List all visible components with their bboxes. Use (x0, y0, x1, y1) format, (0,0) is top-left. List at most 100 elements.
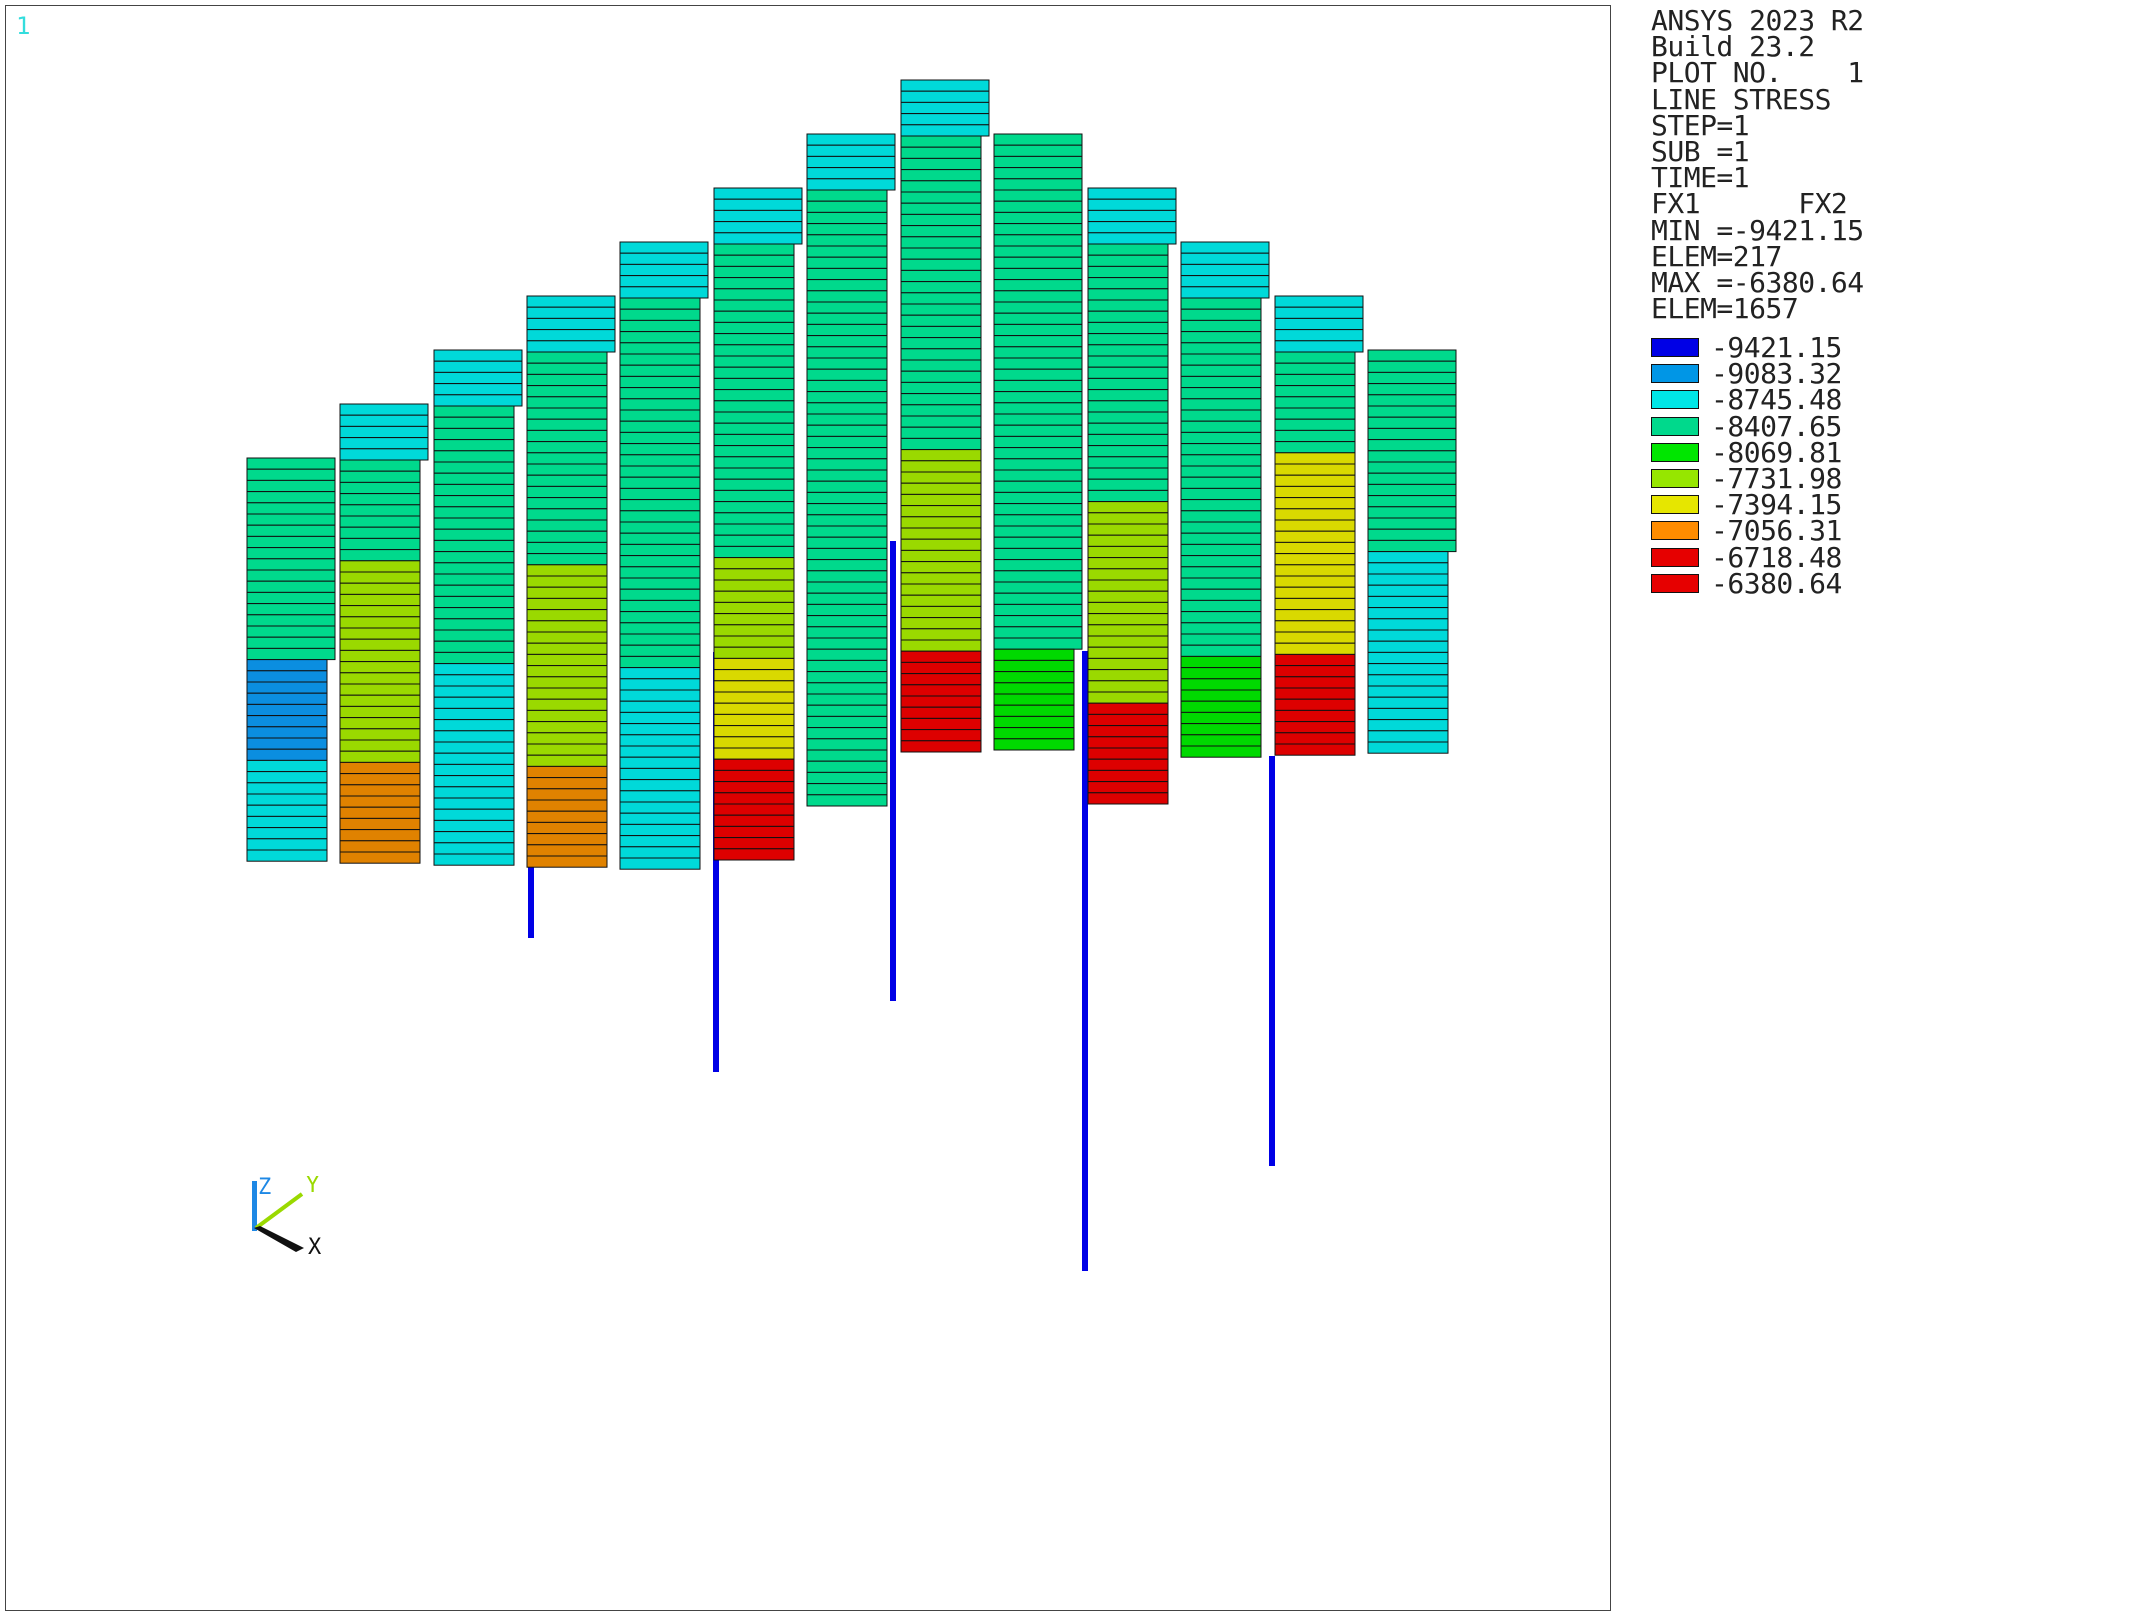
line-element[interactable] (619, 756, 701, 769)
line-element[interactable] (713, 624, 795, 637)
line-element[interactable] (1180, 353, 1262, 366)
line-element[interactable] (1087, 792, 1169, 805)
line-element[interactable] (900, 393, 982, 406)
line-element[interactable] (806, 402, 888, 415)
line-element[interactable] (339, 616, 421, 629)
line-element[interactable] (900, 628, 982, 641)
beam-column[interactable] (246, 457, 336, 862)
line-element[interactable] (339, 728, 421, 741)
line-element[interactable] (526, 833, 608, 846)
line-element[interactable] (1087, 545, 1169, 559)
line-element[interactable] (900, 639, 982, 652)
line-element[interactable] (1274, 709, 1356, 723)
line-element[interactable] (900, 583, 982, 596)
line-element[interactable] (713, 288, 795, 301)
line-element[interactable] (713, 400, 795, 413)
line-element[interactable] (339, 817, 421, 831)
line-element[interactable] (246, 681, 328, 694)
line-element[interactable] (806, 312, 888, 325)
beam-column[interactable] (1180, 241, 1270, 758)
line-element[interactable] (806, 469, 888, 482)
line-element[interactable] (1274, 429, 1356, 443)
line-element[interactable] (1180, 678, 1262, 691)
line-element[interactable] (339, 773, 421, 786)
line-element[interactable] (1274, 329, 1364, 342)
line-element[interactable] (900, 258, 982, 271)
line-element[interactable] (806, 581, 888, 594)
line-element[interactable] (900, 135, 982, 148)
line-element[interactable] (1274, 407, 1356, 420)
line-element[interactable] (993, 648, 1075, 661)
line-element[interactable] (993, 189, 1083, 202)
line-element[interactable] (900, 605, 982, 619)
line-element[interactable] (339, 493, 421, 506)
line-element[interactable] (900, 247, 982, 260)
line-element[interactable] (900, 617, 982, 630)
line-element[interactable] (526, 474, 608, 487)
line-element[interactable] (1180, 723, 1262, 736)
line-element[interactable] (433, 730, 515, 743)
line-element[interactable] (526, 295, 616, 308)
line-element[interactable] (339, 537, 421, 551)
line-element[interactable] (339, 795, 421, 808)
line-element[interactable] (713, 209, 803, 223)
line-element[interactable] (900, 426, 982, 439)
line-element[interactable] (246, 815, 328, 829)
line-element[interactable] (806, 503, 888, 516)
line-element[interactable] (619, 342, 701, 355)
line-element[interactable] (1274, 597, 1356, 611)
line-element[interactable] (339, 448, 429, 461)
line-element[interactable] (526, 642, 608, 655)
line-element[interactable] (619, 510, 701, 523)
line-element[interactable] (339, 683, 421, 696)
line-element[interactable] (619, 846, 701, 859)
line-element[interactable] (713, 445, 795, 458)
line-element[interactable] (713, 512, 795, 525)
line-element[interactable] (1367, 640, 1449, 653)
line-element[interactable] (806, 267, 888, 281)
line-element[interactable] (1180, 387, 1262, 400)
line-element[interactable] (526, 575, 608, 588)
line-element[interactable] (619, 286, 709, 299)
line-element[interactable] (526, 799, 608, 812)
line-element[interactable] (619, 319, 701, 333)
line-element[interactable] (806, 357, 888, 370)
line-element[interactable] (1180, 364, 1262, 377)
line-element[interactable] (1180, 566, 1262, 579)
line-element[interactable] (806, 279, 888, 292)
line-element[interactable] (619, 678, 701, 691)
line-element[interactable] (806, 223, 888, 236)
line-element[interactable] (619, 700, 701, 713)
line-element[interactable] (993, 659, 1075, 673)
line-element[interactable] (339, 649, 421, 663)
line-element[interactable] (246, 771, 328, 784)
line-element[interactable] (900, 202, 982, 215)
beam-column[interactable] (339, 403, 429, 864)
line-element[interactable] (526, 306, 616, 319)
line-element[interactable] (900, 673, 982, 686)
line-element[interactable] (1087, 433, 1169, 447)
line-element[interactable] (1274, 463, 1356, 476)
line-element[interactable] (713, 601, 795, 615)
line-element[interactable] (339, 504, 421, 517)
line-element[interactable] (619, 375, 701, 389)
line-element[interactable] (806, 458, 888, 471)
line-element[interactable] (1180, 297, 1262, 310)
line-element[interactable] (900, 482, 982, 495)
line-element[interactable] (713, 478, 795, 491)
line-element[interactable] (1367, 506, 1457, 519)
line-element[interactable] (1367, 551, 1449, 564)
line-element[interactable] (806, 480, 888, 493)
line-element[interactable] (619, 364, 701, 377)
line-element[interactable] (1367, 618, 1449, 631)
line-element[interactable] (993, 715, 1075, 729)
line-element[interactable] (900, 460, 982, 473)
line-element[interactable] (713, 344, 795, 357)
line-element[interactable] (1367, 539, 1457, 553)
line-element[interactable] (526, 855, 608, 868)
line-element[interactable] (619, 734, 701, 747)
line-element[interactable] (1367, 730, 1449, 743)
line-element[interactable] (806, 603, 888, 617)
line-element[interactable] (993, 245, 1083, 258)
line-element[interactable] (900, 348, 982, 361)
